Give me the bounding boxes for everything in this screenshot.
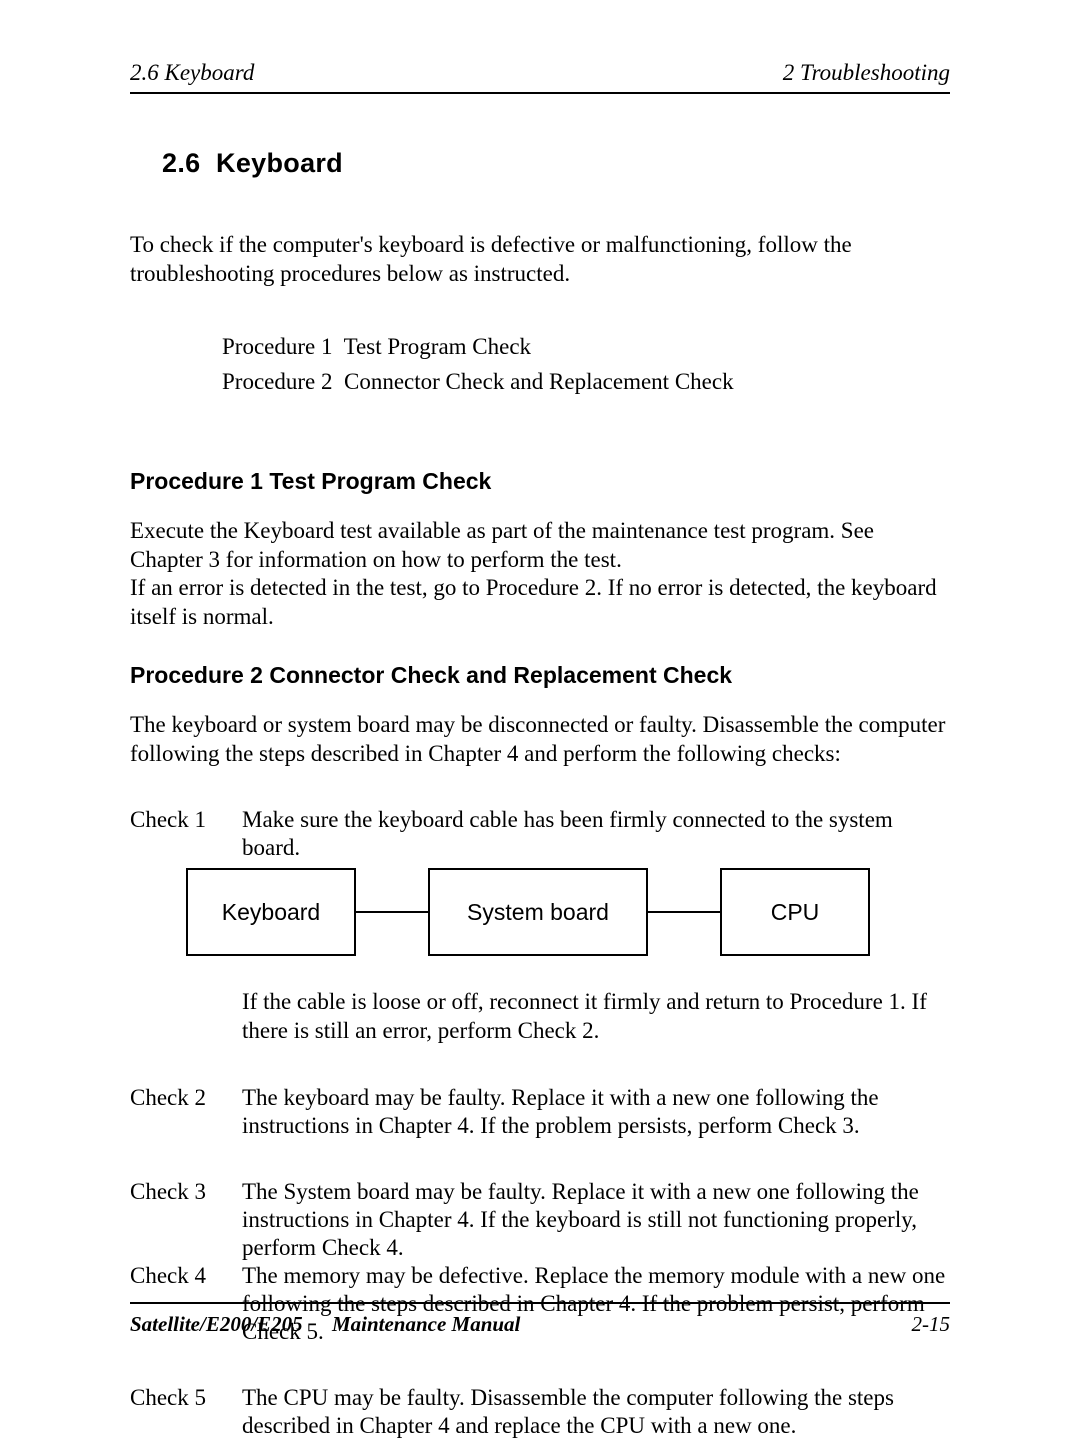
check-label: Check 2: [130, 1084, 242, 1140]
procedure-label: Procedure 2: [222, 369, 333, 394]
running-footer: Satellite/E200/E205 Maintenance Manual 2…: [130, 1302, 950, 1337]
diagram-node-keyboard: Keyboard: [186, 868, 356, 956]
intro-paragraph: To check if the computer's keyboard is d…: [130, 231, 950, 289]
body-paragraph: The keyboard or system board may be disc…: [130, 711, 950, 769]
footer-title: Maintenance Manual: [332, 1312, 520, 1336]
check-item: Check 3 The System board may be faulty. …: [130, 1178, 950, 1262]
header-left: 2.6 Keyboard: [130, 60, 254, 86]
footer-page-number: 2-15: [912, 1312, 951, 1337]
check-body: The System board may be faulty. Replace …: [242, 1178, 950, 1262]
section-heading: Keyboard: [216, 148, 343, 178]
procedure-list-item: Procedure 2 Connector Check and Replacem…: [222, 364, 950, 400]
header-right: 2 Troubleshooting: [783, 60, 950, 86]
diagram-edge: [648, 911, 720, 913]
check-followup-text: If the cable is loose or off, reconnect …: [242, 988, 950, 1046]
diagram-edge: [356, 911, 428, 913]
body-paragraph: Execute the Keyboard test available as p…: [130, 517, 950, 575]
procedure-label: Procedure 1: [222, 334, 333, 359]
procedure-title: Test Program Check: [344, 334, 531, 359]
check-item: Check 5 The CPU may be faulty. Disassemb…: [130, 1384, 950, 1440]
check-label: Check 5: [130, 1384, 242, 1440]
diagram-node-cpu: CPU: [720, 868, 870, 956]
section-title: 2.6 Keyboard: [162, 148, 950, 179]
procedure-title: Connector Check and Replacement Check: [344, 369, 734, 394]
footer-model: Satellite/E200/E205: [130, 1312, 303, 1336]
footer-left: Satellite/E200/E205 Maintenance Manual: [130, 1312, 520, 1337]
procedure-list-item: Procedure 1 Test Program Check: [222, 329, 950, 365]
check-body: Make sure the keyboard cable has been fi…: [242, 806, 950, 956]
body-paragraph: If an error is detected in the test, go …: [130, 574, 950, 632]
section-number: 2.6: [162, 148, 200, 178]
running-header: 2.6 Keyboard 2 Troubleshooting: [130, 60, 950, 94]
procedure-heading: Procedure 2 Connector Check and Replacem…: [130, 662, 950, 689]
connection-diagram: Keyboard System board CPU: [186, 868, 950, 956]
check-item: Check 2 The keyboard may be faulty. Repl…: [130, 1084, 950, 1140]
check-label: Check 3: [130, 1178, 242, 1262]
diagram-node-systemboard: System board: [428, 868, 648, 956]
document-page: 2.6 Keyboard 2 Troubleshooting 2.6 Keybo…: [0, 0, 1080, 1397]
check-body: The keyboard may be faulty. Replace it w…: [242, 1084, 950, 1140]
check-lead-text: Make sure the keyboard cable has been fi…: [242, 806, 950, 862]
check-item: Check 1 Make sure the keyboard cable has…: [130, 806, 950, 956]
check-body: The CPU may be faulty. Disassemble the c…: [242, 1384, 950, 1440]
procedure-list: Procedure 1 Test Program Check Procedure…: [222, 329, 950, 400]
procedure-heading: Procedure 1 Test Program Check: [130, 468, 950, 495]
